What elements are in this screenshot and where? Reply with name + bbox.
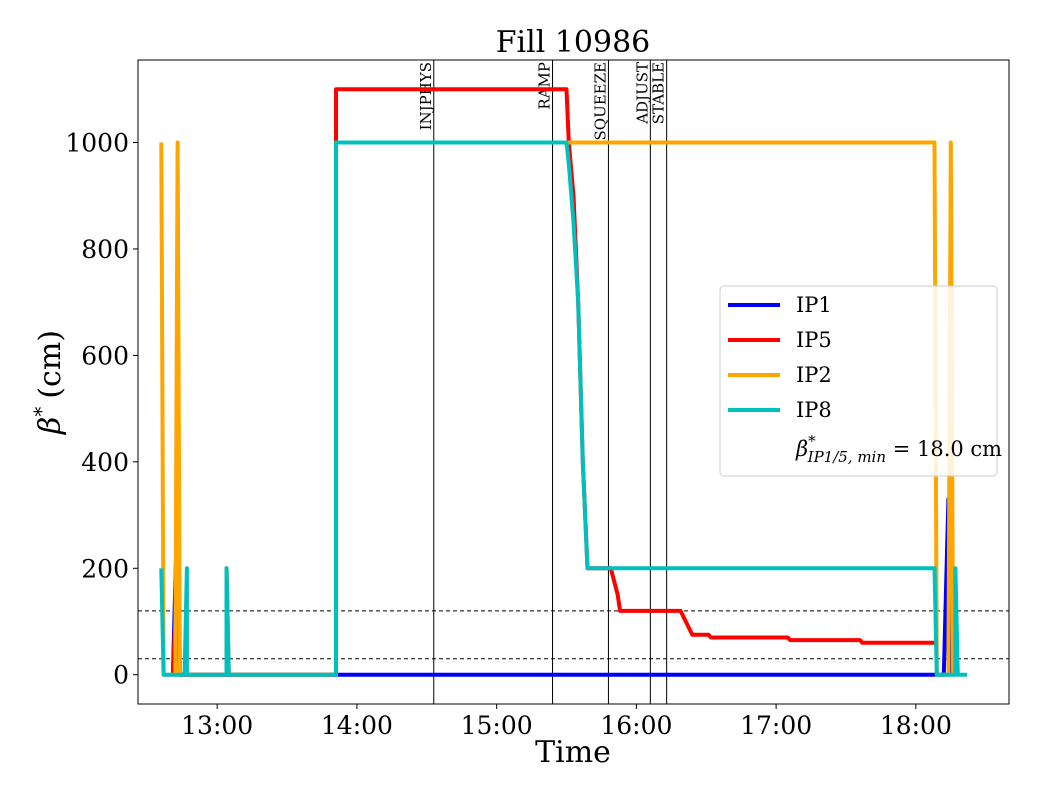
x-tick-label: 15:00 — [461, 711, 533, 740]
x-tick-label: 17:00 — [740, 711, 812, 740]
legend-label-ip2: IP2 — [796, 363, 832, 387]
phase-label-injphys: INJPHYS — [417, 62, 435, 130]
series-lines — [159, 87, 968, 677]
legend-items: IP1 IP5 IP2 IP8 — [728, 293, 832, 422]
x-tick-label: 14:00 — [321, 711, 393, 740]
legend: IP1 IP5 IP2 IP8 β* IP1/5, min = 18.0 cm — [719, 285, 1002, 477]
y-tick-label: 400 — [81, 448, 129, 477]
phase-label-adjust: ADJUST — [633, 62, 651, 125]
x-axis-title: Time — [535, 735, 611, 770]
x-axis-ticks: 13:00 14:00 15:00 16:00 17:00 18:00 — [181, 704, 952, 740]
y-axis-unit: (cm) — [33, 330, 68, 399]
reference-lines — [138, 610, 1009, 660]
chart-title: Fill 10986 — [496, 25, 651, 60]
phase-label-ramp: RAMP — [536, 62, 554, 110]
legend-note-value: = 18.0 cm — [886, 437, 1002, 461]
legend-label-ip5: IP5 — [796, 328, 832, 352]
y-axis-star: * — [29, 407, 53, 417]
y-tick-label: 200 — [81, 554, 129, 583]
y-tick-label: 800 — [81, 235, 129, 264]
phase-label-squeeze: SQUEEZE — [591, 62, 609, 141]
y-tick-label: 0 — [113, 661, 129, 690]
y-axis-ticks: 0 200 400 600 800 1000 — [65, 128, 138, 690]
x-tick-label: 18:00 — [880, 711, 952, 740]
y-tick-label: 600 — [81, 341, 129, 370]
legend-label-ip8: IP8 — [796, 398, 832, 422]
legend-frame — [719, 285, 998, 477]
y-axis-symbol: β — [33, 417, 68, 435]
y-axis-title: β* (cm) — [29, 330, 68, 435]
legend-note-symbol: β — [795, 437, 808, 461]
x-tick-label: 13:00 — [181, 711, 253, 740]
phase-label-stable: STABLE — [650, 62, 668, 124]
legend-label-ip1: IP1 — [796, 293, 832, 317]
y-tick-label: 1000 — [65, 128, 129, 157]
legend-note: β* IP1/5, min = 18.0 cm — [795, 432, 1002, 466]
legend-note-star: * — [808, 432, 816, 450]
series-line-ip8 — [159, 140, 968, 677]
x-tick-label: 16:00 — [600, 711, 672, 740]
legend-note-sub: IP1/5, min — [807, 448, 886, 466]
